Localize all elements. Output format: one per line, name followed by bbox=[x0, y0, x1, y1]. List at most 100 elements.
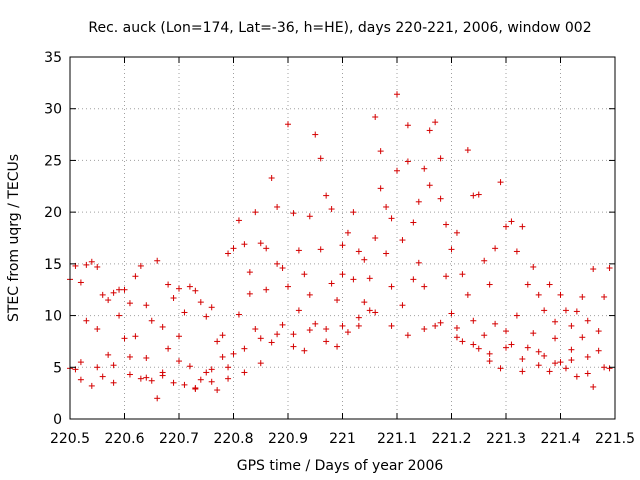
data-point bbox=[453, 324, 460, 331]
data-point bbox=[339, 271, 346, 278]
data-point bbox=[263, 286, 270, 293]
data-point bbox=[383, 250, 390, 257]
data-point bbox=[366, 275, 373, 282]
data-point bbox=[246, 290, 253, 297]
data-point bbox=[388, 322, 395, 329]
data-point bbox=[579, 334, 586, 341]
data-point bbox=[246, 269, 253, 276]
data-point bbox=[372, 113, 379, 120]
data-point bbox=[148, 377, 155, 384]
data-point bbox=[361, 299, 368, 306]
data-point bbox=[137, 262, 144, 269]
data-point bbox=[541, 307, 548, 314]
x-tick-label: 220.8 bbox=[213, 431, 253, 447]
x-tick-label: 221.5 bbox=[595, 431, 635, 447]
ticks: 220.5 220.6 220.7 220.8 220.9 221 221.1 221.2 22… bbox=[44, 50, 635, 447]
data-point bbox=[165, 345, 172, 352]
data-point bbox=[415, 259, 422, 266]
data-point bbox=[268, 339, 275, 346]
data-point bbox=[279, 264, 286, 271]
data-point bbox=[513, 312, 520, 319]
data-point bbox=[88, 382, 95, 389]
x-tick-label: 221.3 bbox=[486, 431, 526, 447]
data-point bbox=[584, 317, 591, 324]
data-point bbox=[513, 248, 520, 255]
data-point bbox=[377, 148, 384, 155]
data-point bbox=[562, 307, 569, 314]
data-point bbox=[274, 260, 281, 267]
data-point bbox=[530, 263, 537, 270]
data-point bbox=[148, 317, 155, 324]
data-point bbox=[105, 297, 112, 304]
data-point bbox=[546, 281, 553, 288]
data-point bbox=[470, 317, 477, 324]
data-point bbox=[453, 334, 460, 341]
y-axis-label: STEC from uqrg / TECUs bbox=[6, 154, 22, 322]
data-point bbox=[110, 379, 117, 386]
data-point bbox=[334, 343, 341, 350]
data-point bbox=[437, 155, 444, 162]
data-point bbox=[208, 366, 215, 373]
data-point bbox=[83, 317, 90, 324]
data-point bbox=[252, 209, 259, 216]
data-point bbox=[519, 356, 526, 363]
data-point bbox=[508, 341, 515, 348]
data-point bbox=[475, 191, 482, 198]
data-point bbox=[388, 215, 395, 222]
data-point bbox=[137, 375, 144, 382]
data-point bbox=[241, 345, 248, 352]
data-point bbox=[176, 285, 182, 292]
y-tick-label: 10 bbox=[44, 309, 62, 325]
data-point bbox=[203, 369, 210, 376]
data-point bbox=[323, 326, 330, 333]
data-point bbox=[241, 241, 248, 248]
data-point bbox=[105, 351, 112, 358]
data-point bbox=[306, 213, 313, 220]
data-point bbox=[404, 122, 411, 129]
x-axis-label: GPS time / Days of year 2006 bbox=[237, 458, 444, 474]
data-point bbox=[410, 276, 417, 283]
data-point bbox=[268, 175, 275, 182]
data-point bbox=[541, 352, 548, 359]
data-point bbox=[257, 240, 264, 247]
y-tick-label: 0 bbox=[53, 412, 62, 428]
data-point bbox=[181, 381, 188, 388]
data-point bbox=[214, 387, 221, 394]
data-point bbox=[421, 326, 428, 333]
data-point bbox=[481, 332, 488, 339]
data-point bbox=[410, 219, 417, 226]
data-point bbox=[143, 374, 150, 381]
data-point bbox=[132, 333, 139, 340]
data-point bbox=[290, 210, 297, 217]
data-point bbox=[197, 376, 204, 383]
data-point bbox=[230, 245, 237, 252]
data-point bbox=[339, 322, 346, 329]
data-point bbox=[328, 206, 335, 213]
data-point bbox=[219, 353, 226, 360]
data-point bbox=[334, 297, 341, 304]
data-point bbox=[584, 353, 591, 360]
data-point bbox=[601, 364, 608, 371]
data-point bbox=[492, 320, 499, 327]
data-point bbox=[328, 280, 335, 287]
x-tick-label: 221.1 bbox=[377, 431, 417, 447]
data-point bbox=[339, 242, 346, 249]
data-point bbox=[383, 203, 390, 210]
data-point bbox=[470, 192, 477, 199]
data-point bbox=[503, 328, 509, 335]
data-point bbox=[372, 235, 379, 241]
data-point bbox=[126, 371, 133, 378]
data-point bbox=[344, 229, 351, 236]
data-point bbox=[524, 344, 531, 351]
data-point bbox=[497, 179, 504, 186]
data-point bbox=[546, 368, 553, 375]
data-point bbox=[208, 304, 215, 311]
data-point bbox=[568, 357, 575, 364]
data-point bbox=[573, 373, 580, 380]
data-point bbox=[197, 299, 204, 306]
data-point bbox=[557, 291, 564, 298]
data-point bbox=[126, 300, 133, 307]
data-point bbox=[437, 195, 444, 202]
data-point bbox=[432, 119, 439, 126]
